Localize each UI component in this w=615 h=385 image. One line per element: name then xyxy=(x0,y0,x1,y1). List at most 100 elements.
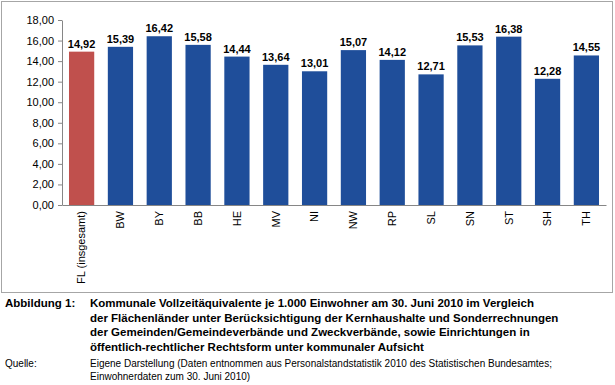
x-tick-label: SH xyxy=(541,211,553,226)
chart-frame xyxy=(2,2,613,293)
y-tick-label: 4,00 xyxy=(33,158,54,170)
caption-line: der Gemeinden/Gemeindeverbände und Zweck… xyxy=(90,326,530,338)
y-tick-label: 8,00 xyxy=(33,117,54,129)
y-tick-label: 18,00 xyxy=(26,14,54,26)
bar xyxy=(185,45,210,205)
x-tick-label: NW xyxy=(347,210,359,229)
x-tick-label: RP xyxy=(386,211,398,226)
y-tick: 0,00 xyxy=(33,199,62,211)
y-tick-label: 10,00 xyxy=(26,96,54,108)
bar xyxy=(108,47,133,205)
x-axis-line xyxy=(63,205,607,206)
bar xyxy=(574,55,599,205)
y-tick-mark xyxy=(58,164,62,165)
y-tick-label: 0,00 xyxy=(33,199,54,211)
y-tick-mark xyxy=(58,205,62,206)
data-label: 14,92 xyxy=(68,38,96,50)
x-tick: TH xyxy=(580,211,592,226)
y-tick: 10,00 xyxy=(26,96,62,108)
x-tick: RP xyxy=(386,211,398,226)
y-tick: 18,00 xyxy=(26,14,62,26)
y-tick: 14,00 xyxy=(26,55,62,67)
y-tick: 2,00 xyxy=(33,178,62,190)
x-tick: SN xyxy=(464,211,476,226)
chart-svg: 0,00 2,00 4,00 6,00 8,00 10,00 12,00 14,00 16,00… xyxy=(0,0,615,385)
x-tick: BB xyxy=(192,211,204,226)
data-label: 15,53 xyxy=(456,31,484,43)
data-label: 16,42 xyxy=(146,22,174,34)
y-tick-mark xyxy=(58,123,62,124)
y-tick: 8,00 xyxy=(33,117,62,129)
x-tick-label: MV xyxy=(270,210,282,227)
y-tick-mark xyxy=(58,143,62,144)
x-tick-label: SL xyxy=(425,211,437,224)
y-tick-mark xyxy=(58,184,62,185)
y-tick-label: 2,00 xyxy=(33,178,54,190)
y-tick-mark xyxy=(58,102,62,103)
data-label: 13,64 xyxy=(262,51,290,63)
bar xyxy=(457,45,482,205)
y-tick: 12,00 xyxy=(26,76,62,88)
caption-label: Abbildung 1: xyxy=(5,297,75,309)
data-label: 13,01 xyxy=(301,57,329,69)
x-tick: NW xyxy=(347,210,359,229)
y-axis: 0,00 2,00 4,00 6,00 8,00 10,00 12,00 14,00 16,00… xyxy=(26,14,62,211)
caption-line: der Flächenländer unter Berücksichtigung… xyxy=(90,312,558,324)
y-tick-label: 14,00 xyxy=(26,55,54,67)
y-tick-mark xyxy=(58,82,62,83)
y-tick-mark xyxy=(58,61,62,62)
x-tick: BW xyxy=(114,210,126,228)
y-tick-label: 12,00 xyxy=(26,76,54,88)
source-line: Einwohnerdaten zum 30. Juni 2010) xyxy=(90,371,250,382)
data-label: 16,38 xyxy=(495,23,523,35)
y-tick: 6,00 xyxy=(33,137,62,149)
x-tick: FL (insgesamt) xyxy=(75,211,87,284)
bars xyxy=(69,36,599,205)
x-tick-label: BY xyxy=(153,210,165,225)
y-tick: 4,00 xyxy=(33,158,62,170)
caption-line: öffentlich-rechtlicher Rechtsform unter … xyxy=(90,341,424,353)
source-line: Eigene Darstellung (Daten entnommen aus … xyxy=(90,358,552,369)
bar xyxy=(535,79,560,205)
caption-line: Kommunale Vollzeitäquivalente je 1.000 E… xyxy=(90,297,534,309)
x-tick: MV xyxy=(270,210,282,227)
data-label: 15,07 xyxy=(340,36,368,48)
x-tick: HE xyxy=(231,211,243,226)
data-label: 12,28 xyxy=(534,65,562,77)
data-label: 14,55 xyxy=(573,41,601,53)
data-labels: 14,92 15,39 16,42 15,58 14,44 13,64 13,01 15,07… xyxy=(68,22,600,77)
y-axis-line xyxy=(62,21,63,206)
x-tick-label: NI xyxy=(308,211,320,222)
y-tick-label: 6,00 xyxy=(33,137,54,149)
bar xyxy=(224,57,249,205)
y-tick-mark xyxy=(58,41,62,42)
caption: Abbildung 1: Kommunale Vollzeitäquivalent… xyxy=(5,297,558,353)
x-tick-label: SN xyxy=(464,211,476,226)
bar xyxy=(263,65,288,205)
x-tick-label: BB xyxy=(192,211,204,226)
bar xyxy=(302,71,327,205)
data-label: 15,58 xyxy=(184,31,212,43)
bar xyxy=(496,37,521,205)
y-tick-label: 16,00 xyxy=(26,35,54,47)
x-tick-label: FL (insgesamt) xyxy=(75,211,87,284)
y-tick-mark xyxy=(58,20,62,21)
x-tick-label: TH xyxy=(580,211,592,226)
bar xyxy=(341,50,366,205)
source: Quelle: Eigene Darstellung (Daten entnomm… xyxy=(5,358,552,382)
x-tick-label: BW xyxy=(114,210,126,228)
data-label: 12,71 xyxy=(417,60,445,72)
bar xyxy=(380,60,405,205)
x-tick: ST xyxy=(503,211,515,225)
x-tick: BY xyxy=(153,210,165,225)
x-tick: NI xyxy=(308,211,320,222)
data-label: 15,39 xyxy=(107,33,135,45)
x-axis: FL (insgesamt) BW BY BB HE MV NI NW RP SL SN ST SH TH xyxy=(63,206,607,284)
y-tick: 16,00 xyxy=(26,35,62,47)
source-label: Quelle: xyxy=(5,358,37,369)
x-tick: SL xyxy=(425,211,437,224)
bar xyxy=(69,52,94,205)
x-tick-label: HE xyxy=(231,211,243,226)
bar xyxy=(147,36,172,205)
data-label: 14,44 xyxy=(223,43,251,55)
